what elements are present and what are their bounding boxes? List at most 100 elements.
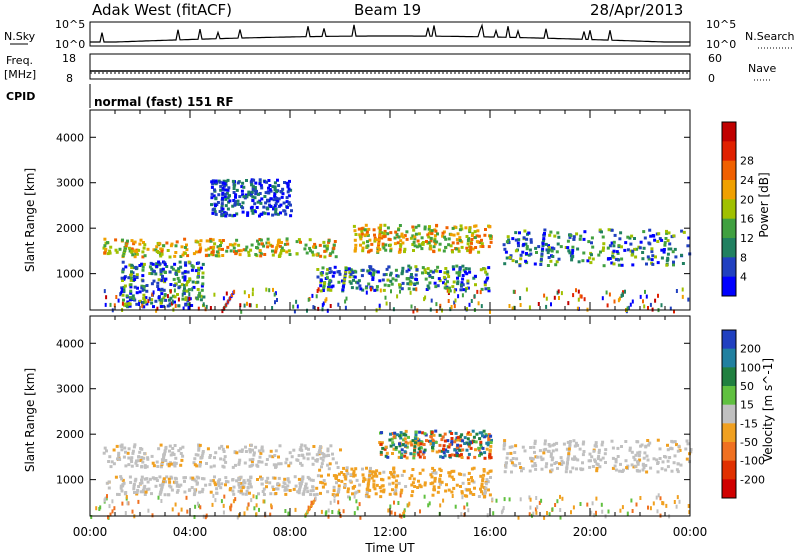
data-cell: [287, 194, 291, 198]
data-cell: [265, 180, 269, 184]
ground-scatter-cell: [325, 510, 328, 515]
data-cell: [433, 479, 437, 483]
data-cell: [161, 482, 165, 486]
data-cell: [162, 477, 166, 481]
data-cell: [173, 300, 176, 304]
data-cell: [410, 443, 414, 447]
data-cell: [311, 485, 315, 489]
data-cell: [641, 257, 645, 261]
ground-scatter-cell: [248, 303, 251, 308]
data-cell: [179, 452, 183, 455]
data-cell: [242, 195, 246, 199]
data-cell: [142, 296, 146, 300]
data-cell: [185, 283, 189, 287]
data-cell: [408, 280, 412, 284]
data-cell: [156, 281, 160, 285]
data-cell: [514, 464, 518, 468]
data-cell: [466, 286, 470, 290]
data-cell: [375, 483, 379, 487]
data-cell: [143, 464, 147, 468]
data-cell: [412, 477, 416, 481]
ground-scatter-cell: [501, 508, 504, 513]
data-cell: [642, 230, 646, 234]
data-cell: [140, 481, 144, 485]
data-cell: [226, 445, 229, 449]
data-cell: [579, 467, 583, 471]
data-cell: [376, 270, 380, 274]
data-cell: [650, 250, 654, 254]
data-cell: [119, 444, 123, 448]
data-cell: [483, 451, 487, 455]
data-cell: [413, 235, 417, 239]
data-cell: [259, 451, 263, 455]
data-cell: [665, 231, 669, 235]
data-cell: [195, 464, 199, 468]
ground-scatter-cell: [141, 303, 144, 308]
data-cell: [535, 251, 538, 254]
data-cell: [446, 439, 450, 443]
data-cell: [364, 223, 368, 227]
data-cell: [278, 444, 282, 448]
ground-scatter-cell: [545, 304, 548, 309]
data-cell: [129, 283, 133, 287]
data-cell: [454, 431, 458, 435]
ground-scatter-cell: [384, 295, 387, 300]
data-cell: [327, 467, 331, 471]
data-cell: [247, 253, 251, 257]
data-cell: [167, 477, 171, 481]
ground-scatter-cell: [629, 302, 632, 307]
data-cell: [521, 250, 525, 254]
data-cell: [275, 197, 278, 200]
data-cell: [318, 468, 322, 472]
data-cell: [121, 254, 125, 258]
data-cell: [182, 476, 186, 480]
data-cell: [685, 439, 689, 443]
data-cell: [139, 459, 143, 462]
data-cell: [482, 468, 486, 471]
data-cell: [440, 480, 444, 484]
data-cell: [216, 201, 220, 204]
data-cell: [566, 246, 570, 250]
data-cell: [142, 305, 146, 309]
data-cell: [168, 270, 172, 274]
data-cell: [159, 305, 163, 308]
date-title: 28/Apr/2013: [590, 1, 683, 19]
data-cell: [450, 440, 454, 444]
data-cell: [399, 243, 403, 246]
data-cell: [150, 282, 154, 286]
data-cell: [682, 230, 686, 234]
data-cell: [167, 298, 171, 302]
data-cell: [179, 447, 183, 451]
ground-scatter-cell: [439, 503, 442, 508]
data-cell: [473, 224, 477, 228]
data-cell: [244, 193, 248, 197]
data-cell: [480, 431, 484, 435]
data-cell: [157, 447, 161, 451]
ground-scatter-cell: [451, 494, 454, 498]
ground-scatter-cell: [626, 511, 629, 516]
data-cell: [632, 455, 636, 459]
data-cell: [222, 450, 226, 453]
ground-scatter-cell: [675, 504, 678, 509]
data-cell: [508, 256, 512, 259]
ground-scatter-cell: [108, 504, 111, 509]
ground-scatter-cell: [353, 511, 356, 516]
data-cell: [434, 440, 438, 444]
data-cell: [417, 479, 420, 483]
data-cell: [234, 252, 238, 256]
data-cell: [337, 489, 341, 493]
ground-scatter-cell: [234, 497, 237, 502]
data-cell: [129, 289, 133, 293]
data-cell: [457, 272, 461, 276]
ground-scatter-cell: [595, 496, 598, 501]
data-cell: [123, 276, 126, 280]
data-cell: [272, 207, 275, 211]
data-cell: [257, 460, 261, 463]
data-cell: [475, 432, 479, 436]
data-cell: [124, 450, 127, 454]
ground-scatter-cell: [120, 290, 123, 295]
ground-scatter-cell: [529, 505, 532, 510]
data-cell: [412, 228, 416, 232]
data-cell: [221, 239, 225, 242]
